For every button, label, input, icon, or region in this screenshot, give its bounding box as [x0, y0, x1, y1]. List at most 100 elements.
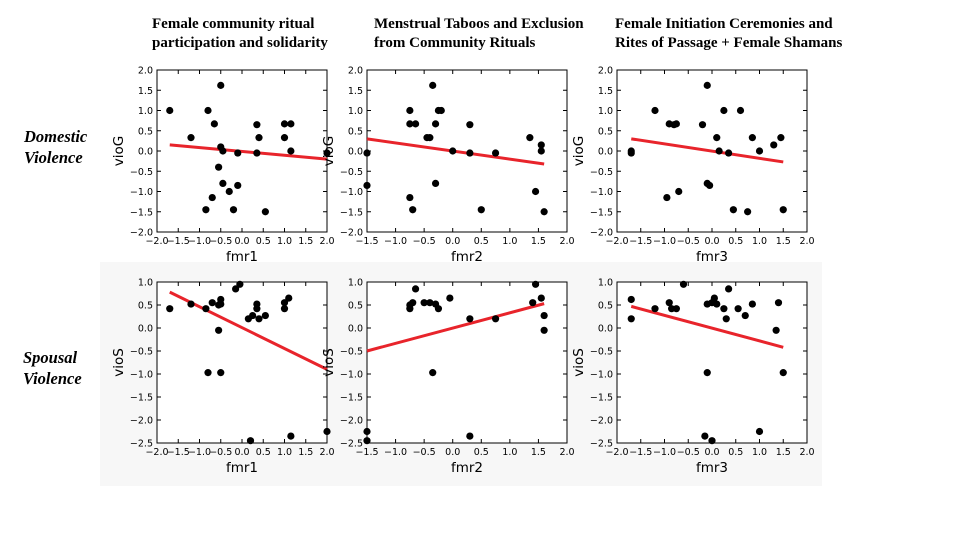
- chart-2-ylabel: vioG: [321, 136, 337, 166]
- chart-2-ytick-label: 0.5: [348, 126, 363, 137]
- chart-3-point: [713, 134, 721, 142]
- chart-6-ytick-label: 1.0: [598, 278, 613, 289]
- chart-4-ytick-label: 0.0: [138, 324, 153, 335]
- chart-2-ytick-label: 2.0: [348, 66, 363, 77]
- chart-6-xtick-label: −2.0: [605, 447, 628, 458]
- column-title-3-line-1: Female Initiation Ceremonies and: [615, 16, 833, 32]
- chart-2-point: [449, 147, 457, 155]
- chart-4-point: [249, 311, 257, 320]
- chart-3-point: [736, 106, 745, 115]
- chart-3-point: [706, 181, 714, 190]
- chart-3-point: [651, 106, 659, 115]
- chart-5-point: [466, 315, 474, 323]
- chart-5-xtick-label: 0.0: [445, 447, 460, 458]
- chart-1-point: [234, 149, 242, 157]
- chart-3-ytick-label: 2.0: [598, 66, 613, 77]
- chart-3: −2.0 −1.5 −1.0 −0.5 0.0 0.5 1.0 1.5 2.02.01.51.0…: [571, 66, 815, 266]
- chart-3-ylabel: vioG: [571, 136, 587, 166]
- chart-1-point: [253, 121, 261, 129]
- chart-5-point: [411, 285, 420, 293]
- chart-4-ytick-label: −1.5: [130, 393, 153, 404]
- column-title-3-line-2: Rites of Passage + Female Shamans: [615, 35, 843, 51]
- chart-1-point: [287, 147, 295, 155]
- chart-4-xtick-label: 0.0: [234, 447, 249, 458]
- chart-3-point: [715, 147, 723, 155]
- chart-4-point: [202, 305, 210, 313]
- chart-2: −1.5 −1.0 −0.5 0.0 0.5 1.0 1.5 2.0 2.0 1.5 1.0 0.5 0…: [321, 66, 575, 266]
- chart-5-point: [409, 299, 417, 307]
- chart-5-point: [434, 305, 443, 313]
- chart-4-point: [217, 300, 225, 308]
- chart-1-xtick-label: 1.5: [298, 236, 313, 247]
- chart-4-point: [204, 369, 212, 377]
- chart-5-point: [540, 311, 548, 320]
- chart-5-point: [540, 326, 548, 334]
- chart-3-xtick-label: 2.0: [799, 236, 814, 247]
- chart-5-point: [529, 299, 537, 307]
- chart-5-ytick-label: −1.0: [340, 370, 363, 381]
- chart-2-point: [537, 147, 545, 155]
- chart-6-ytick-label: −1.5: [590, 393, 613, 404]
- chart-6-ylabel: vioS: [571, 348, 587, 377]
- chart-6-ytick-label: −2.5: [590, 439, 613, 450]
- chart-3-ytick-label: 0.5: [598, 126, 613, 137]
- row-label-domestic: Domestic Violence: [24, 126, 87, 168]
- chart-6-xtick-label: 1.0: [752, 447, 767, 458]
- chart-3-point: [675, 187, 683, 196]
- chart-1-fit-line: [169, 143, 328, 161]
- chart-6-xtick-label: 1.5: [776, 447, 791, 458]
- chart-6-point: [720, 305, 728, 313]
- chart-3-point: [748, 134, 756, 142]
- column-title-2: Menstrual Taboos and Exclusion from Comm…: [374, 15, 584, 53]
- chart-4-xtick-label: −2.0: [145, 447, 168, 458]
- chart-6-point: [679, 280, 688, 288]
- chart-4: −2.0−1.5−1.0−0.5 0.0 0.5 1.0 1.5 2.01.00.50.0…: [111, 278, 335, 477]
- chart-1-ylabel: vioG: [111, 136, 127, 166]
- chart-1-point: [202, 206, 210, 214]
- chart-4-frame: [156, 281, 328, 444]
- chart-1-point: [255, 134, 263, 142]
- chart-3-xtick-label: 0.0: [704, 236, 719, 247]
- chart-2-point: [431, 179, 440, 187]
- chart-1-point: [280, 134, 289, 142]
- chart-2-xlabel: fmr2: [451, 249, 483, 265]
- chart-4-point: [285, 294, 293, 302]
- chart-4-xtick-label: −0.5: [209, 447, 232, 458]
- chart-6-point: [701, 432, 709, 440]
- chart-6-point: [708, 437, 716, 445]
- chart-6-point: [651, 305, 659, 313]
- chart-1-point: [215, 163, 223, 171]
- chart-6-point: [755, 427, 764, 436]
- chart-2-xtick-label: −1.0: [384, 236, 407, 247]
- chart-4-ytick-label: −2.5: [130, 439, 153, 450]
- chart-3-point: [672, 120, 680, 128]
- chart-4-xtick-label: 0.5: [256, 447, 271, 458]
- chart-3-ytick-label: 1.5: [598, 86, 613, 97]
- chart-1-ytick-label: 0.5: [138, 126, 153, 137]
- chart-3-ytick-label: −1.0: [590, 187, 613, 198]
- chart-5-xtick-label: 1.5: [531, 447, 546, 458]
- chart-3-point: [663, 193, 671, 202]
- column-title-1-line-1: Female community ritual: [152, 16, 315, 32]
- chart-3-point: [627, 147, 635, 155]
- chart-3-xtick-label: 0.5: [728, 236, 743, 247]
- chart-5-point: [466, 432, 474, 440]
- chart-3-xtick-label: 1.0: [752, 236, 767, 247]
- chart-4-point: [287, 432, 295, 440]
- chart-6-point: [779, 369, 787, 377]
- chart-3-ytick-label: −2.0: [590, 228, 613, 239]
- chart-6-point: [725, 285, 733, 293]
- chart-2-point: [526, 134, 534, 142]
- chart-5-point: [363, 437, 371, 445]
- chart-1-ytick-label: −1.0: [130, 187, 153, 198]
- chart-3-point: [725, 149, 733, 157]
- chart-5-ytick-label: −2.5: [340, 439, 363, 450]
- chart-5-ytick-label: 0.0: [348, 324, 363, 335]
- row-label-domestic-line-1: Domestic: [24, 127, 88, 146]
- row-label-spousal: Spousal Violence: [23, 347, 82, 389]
- chart-4-point: [187, 300, 195, 308]
- chart-3-point: [777, 134, 785, 142]
- chart-5-xtick-label: 0.5: [474, 447, 489, 458]
- chart-1-xtick-label: 0.5: [256, 236, 271, 247]
- chart-4-ytick-label: 0.5: [138, 301, 153, 312]
